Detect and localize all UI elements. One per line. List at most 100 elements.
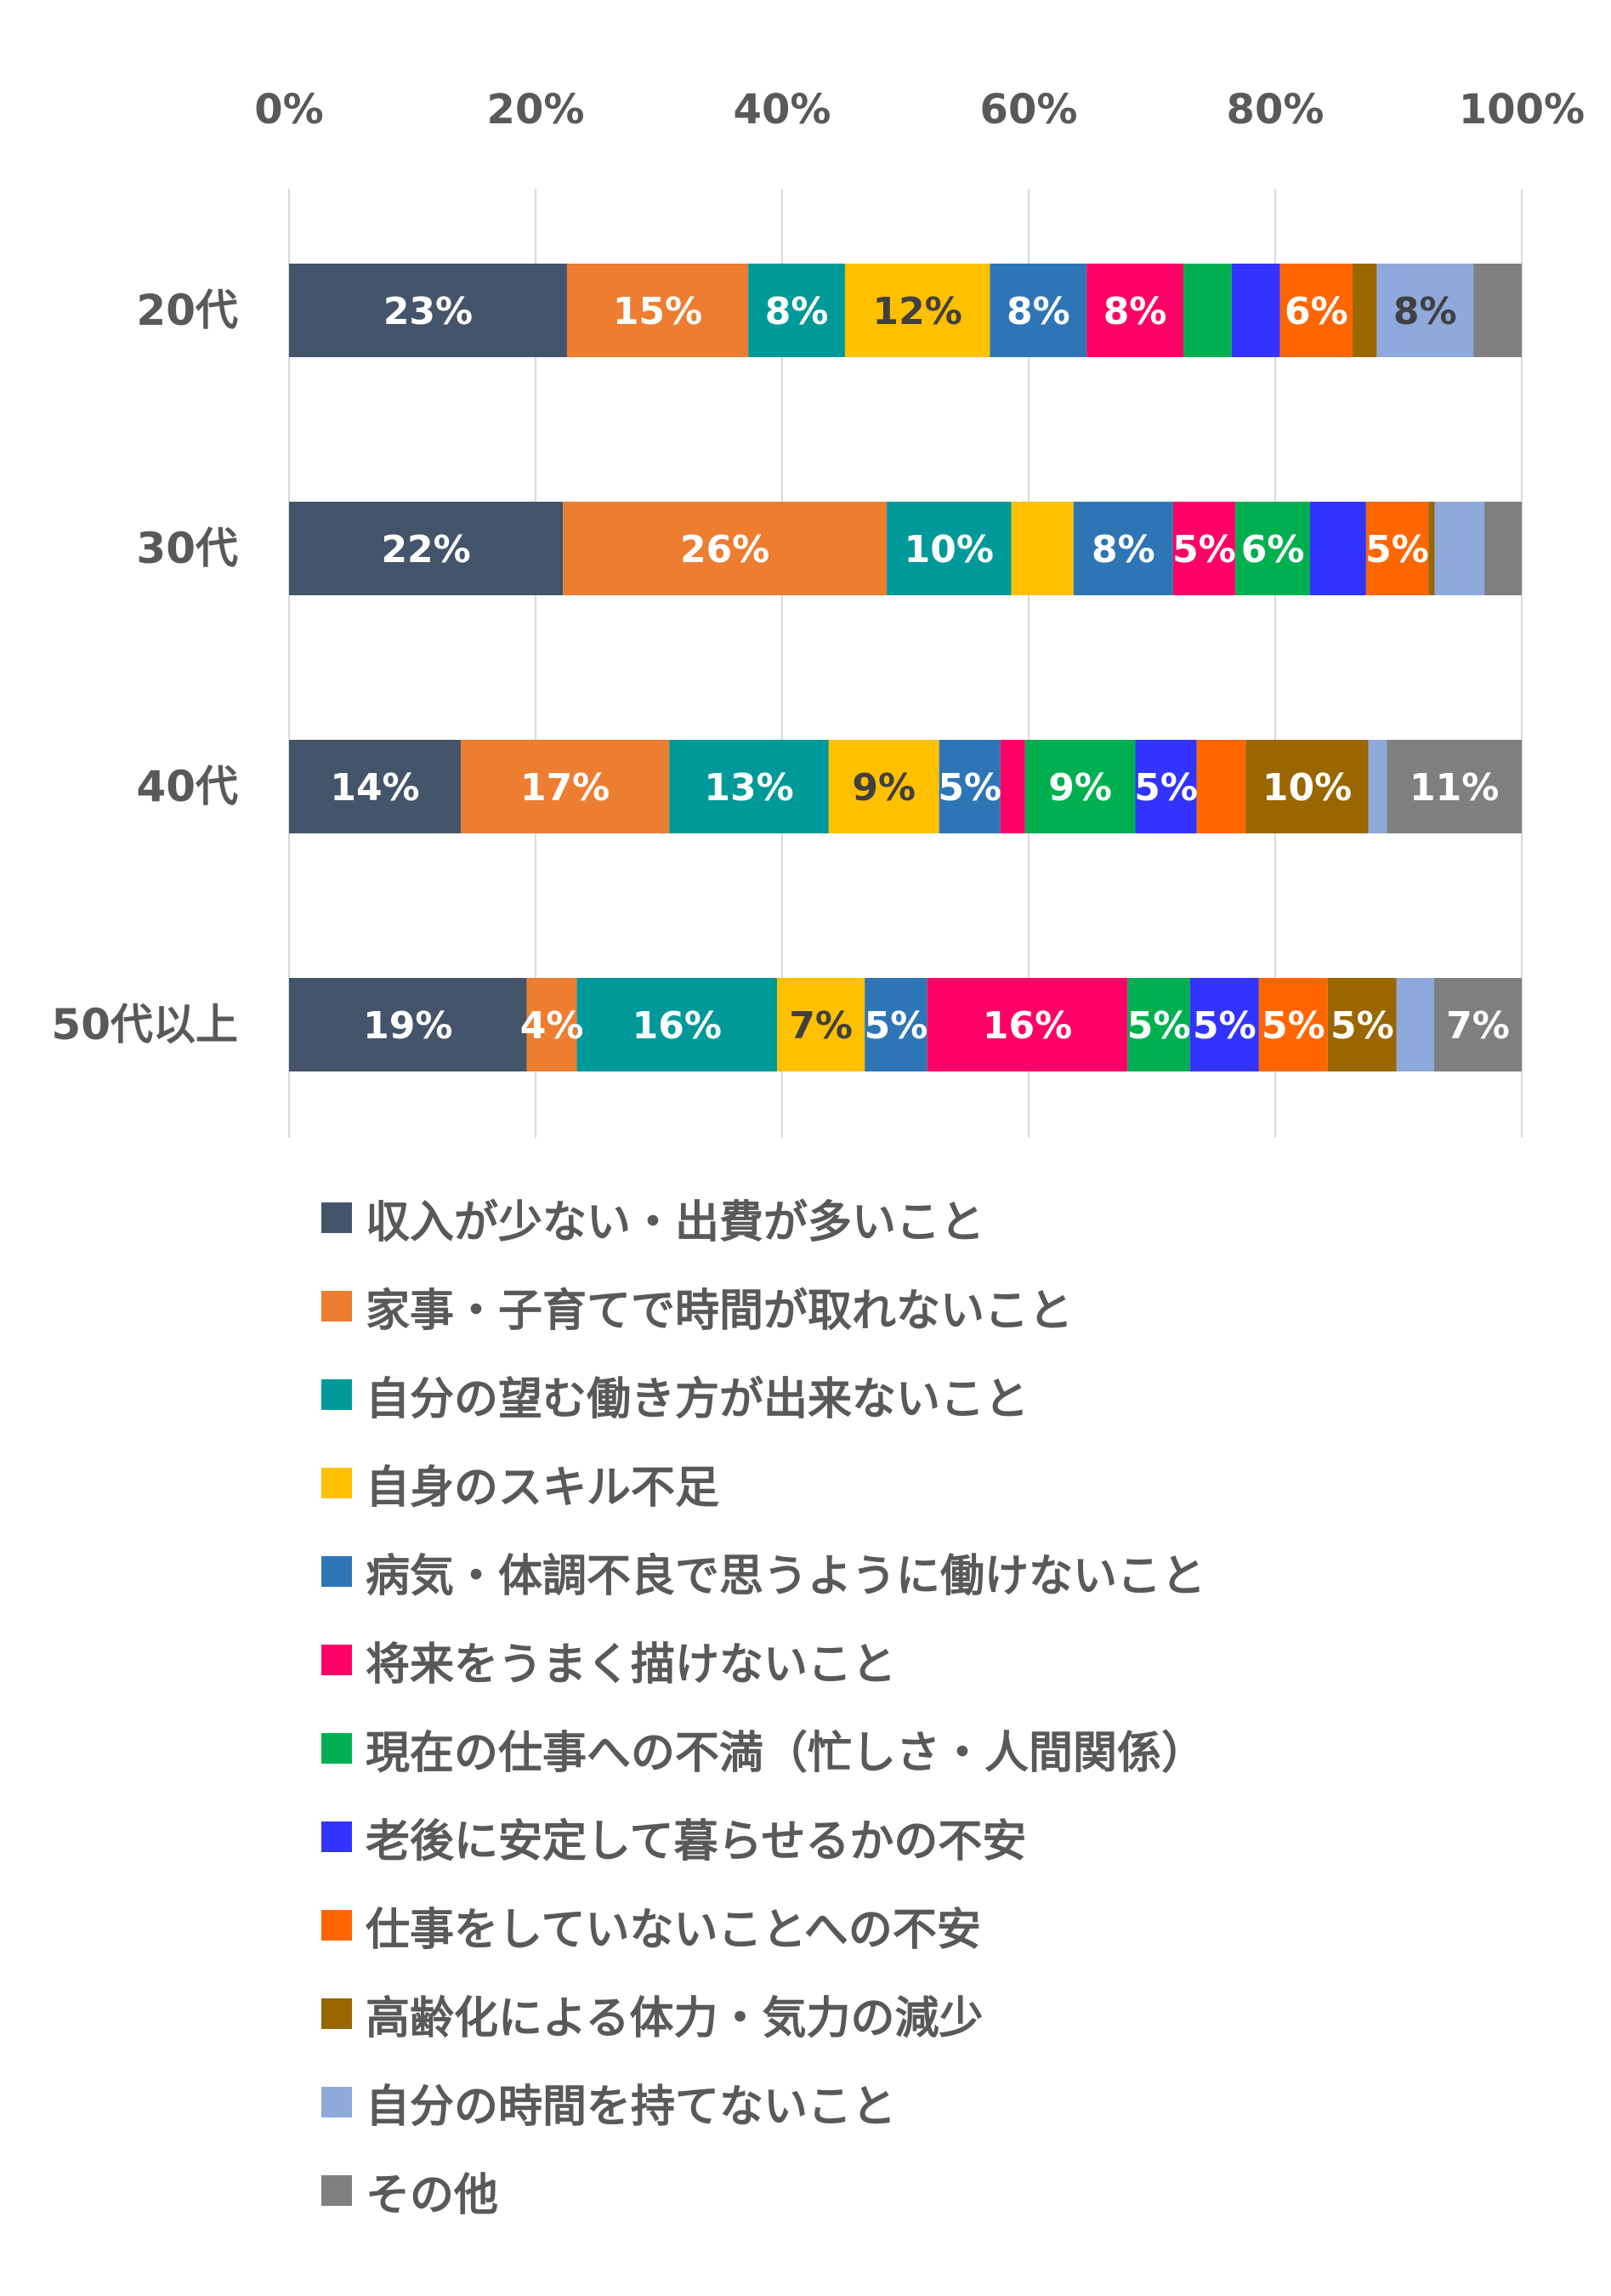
bar-segment (563, 502, 888, 595)
stacked-bar-chart: 0% 20% 40% 60% 80% 100% 20代 30代 40代 50代以上 23% 15%… (51, 86, 1585, 1138)
bar-segment (1258, 978, 1328, 1071)
data-label: 4% (520, 1004, 584, 1048)
legend-label: 自分の時間を持てないこと (366, 2081, 897, 2133)
x-tick-label: 40% (734, 86, 831, 134)
legend-label: 家事・子育てで時間が取れないこと (366, 1285, 1074, 1337)
bar-segment (1484, 502, 1522, 595)
bar-segment (1127, 978, 1190, 1071)
legend-swatch (321, 2175, 352, 2206)
legend-swatch (321, 1379, 352, 1410)
bar-segment (1396, 978, 1434, 1071)
data-label: 19% (363, 1004, 452, 1048)
data-label: 5% (1262, 1004, 1325, 1048)
data-label: 7% (789, 1004, 853, 1048)
legend-label: 老後に安定して暮らせるかの不安 (366, 1816, 1027, 1867)
legend-label: 病気・体調不良で思うように働けないこと (366, 1550, 1206, 1602)
legend-swatch (321, 2087, 352, 2117)
x-tick-label: 80% (1227, 86, 1325, 134)
x-tick-label: 20% (487, 86, 585, 134)
bar-segment (1245, 740, 1369, 833)
data-label: 5% (1127, 1004, 1191, 1048)
bar-segment (460, 740, 670, 833)
legend-label: 将来をうまく描けないこと (366, 1639, 897, 1691)
data-label: 17% (520, 766, 610, 810)
legend-item: 自分の時間を持てないこと (321, 2058, 1205, 2146)
bar-segment (1011, 502, 1074, 595)
data-label: 16% (983, 1004, 1072, 1048)
bar-segment (669, 740, 829, 833)
data-label: 5% (938, 766, 1001, 810)
legend-item: 自分の望む働き方が出来ないこと (321, 1350, 1205, 1439)
legend-item: その他 (321, 2146, 1205, 2235)
legend-swatch (321, 1556, 352, 1587)
bar-segment (990, 264, 1087, 357)
category-label: 30代 (136, 524, 238, 573)
bar-segment (1428, 502, 1435, 595)
legend-swatch (321, 1291, 352, 1321)
data-label: 12% (873, 290, 962, 333)
bar-segment (1387, 740, 1522, 833)
bar-segment (748, 264, 845, 357)
bar-segment (1189, 978, 1259, 1071)
data-label: 5% (865, 1004, 928, 1048)
bar-segment (1231, 264, 1280, 357)
bar-segment (289, 264, 567, 357)
data-label: 9% (852, 766, 916, 810)
legend-label: 自身のスキル不足 (366, 1462, 720, 1514)
data-label: 22% (381, 528, 470, 571)
legend-label: 自分の望む働き方が出来ないこと (366, 1373, 1030, 1425)
data-label: 10% (1262, 766, 1352, 810)
data-label: 5% (1365, 528, 1429, 571)
bar-segment (1000, 740, 1025, 833)
legend-label: 高齢化による体力・気力の減少 (366, 1992, 984, 2044)
legend-item: 高齢化による体力・気力の減少 (321, 1969, 1205, 2058)
bar-segment (1196, 740, 1246, 833)
bar-segment (865, 978, 927, 1071)
legend-swatch (321, 1645, 352, 1675)
bar-segment (1473, 264, 1522, 357)
bar-segment (1365, 502, 1429, 595)
data-label: 15% (613, 290, 702, 333)
legend-item: 現在の仕事への不満（忙しさ・人間関係） (321, 1704, 1205, 1793)
data-label: 14% (330, 766, 419, 810)
legend: 収入が少ない・出費が多いこと家事・子育てで時間が取れないこと 自分の望む働き方が出… (321, 1174, 1205, 2235)
x-tick-label: 0% (254, 86, 324, 134)
data-label: 10% (905, 528, 994, 571)
bar-segment (576, 978, 778, 1071)
data-label: 16% (632, 1004, 722, 1048)
data-label: 5% (1172, 528, 1236, 571)
legend-swatch (321, 1733, 352, 1764)
legend-swatch (321, 1998, 352, 2029)
data-label: 8% (765, 290, 829, 333)
data-label: 11% (1410, 766, 1499, 810)
bar-segment (939, 740, 1001, 833)
bar-segment (1434, 502, 1485, 595)
legend-item: 将来をうまく描けないこと (321, 1616, 1205, 1704)
data-label: 5% (1193, 1004, 1256, 1048)
category-label: 40代 (136, 762, 238, 811)
bar-segment (844, 264, 990, 357)
bar-segment (1183, 264, 1232, 357)
bar-segment (526, 978, 577, 1071)
bar-segment (1073, 502, 1173, 595)
data-label: 6% (1285, 290, 1348, 333)
data-label: 6% (1241, 528, 1305, 571)
category-label: 20代 (136, 286, 238, 335)
legend-item: 収入が少ない・出費が多いこと (321, 1174, 1205, 1262)
bar-segment (1235, 502, 1311, 595)
legend-label: 仕事をしていないことへの不安 (366, 1904, 981, 1956)
data-label: 8% (1007, 290, 1070, 333)
bar-segment (1024, 740, 1136, 833)
data-label: 5% (1330, 1004, 1394, 1048)
legend-swatch (321, 1821, 352, 1852)
bar-segment (289, 740, 461, 833)
bar-segment (566, 264, 749, 357)
legend-item: 自身のスキル不足 (321, 1439, 1205, 1527)
bar-segment (289, 978, 527, 1071)
bar-segment (1086, 264, 1183, 357)
bar-segment (1172, 502, 1236, 595)
legend-item: 病気・体調不良で思うように働けないこと (321, 1527, 1205, 1616)
data-label: 7% (1446, 1004, 1510, 1048)
data-label: 8% (1092, 528, 1155, 571)
legend-item: 家事・子育てで時間が取れないこと (321, 1262, 1205, 1350)
